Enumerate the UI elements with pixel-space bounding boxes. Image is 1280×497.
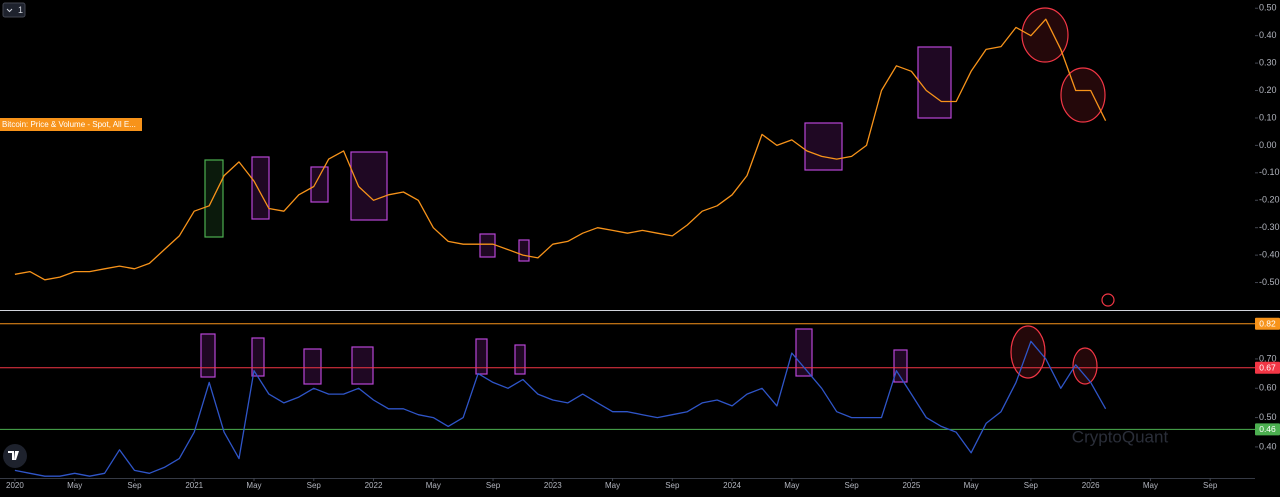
level-badge	[1255, 317, 1280, 330]
annotation-circle	[1060, 67, 1106, 123]
annotation-circle	[1101, 293, 1115, 307]
x-tick-label: May	[605, 481, 620, 490]
annotation-circle	[1021, 7, 1069, 63]
x-tick-label: 2024	[723, 481, 741, 490]
x-tick-label: 2023	[544, 481, 562, 490]
y-tick-label: -0.50	[1259, 277, 1280, 287]
y-tick-label: 0.00	[1259, 140, 1277, 150]
series-line	[14, 18, 1107, 281]
x-tick-label: 2020	[6, 481, 24, 490]
annotation-box	[795, 328, 813, 377]
x-tick-label: Sep	[844, 481, 859, 490]
interval: 1	[18, 5, 23, 15]
y-tick-label: -0.30	[1259, 222, 1280, 232]
annotation-box	[893, 349, 908, 383]
annotations	[200, 7, 1115, 385]
series-line	[14, 340, 1107, 477]
annotation-box	[479, 233, 496, 258]
y-tick-label: 0.50	[1259, 3, 1277, 13]
x-tick-label: May	[246, 481, 261, 490]
x-tick-label: 2025	[902, 481, 920, 490]
x-tick-label: Sep	[1203, 481, 1218, 490]
x-tick-label: May	[784, 481, 799, 490]
y-tick-label: -0.10	[1259, 167, 1280, 177]
x-tick-label: Sep	[486, 481, 501, 490]
annotation-box	[804, 122, 843, 171]
annotation-box	[917, 46, 952, 119]
annotation-box	[514, 344, 526, 375]
toolbar[interactable]: 1	[2, 2, 26, 18]
annotation-box	[251, 156, 270, 220]
x-tick-label: 2026	[1082, 481, 1100, 490]
interval-button[interactable]	[2, 2, 26, 18]
x-tick-label: 2022	[365, 481, 383, 490]
x-tick-label: May	[964, 481, 979, 490]
annotation-box	[350, 151, 388, 221]
chevron	[6, 8, 13, 13]
x-tick-label: May	[67, 481, 82, 490]
watermark: CryptoQuant	[1072, 427, 1169, 446]
annotation-box	[200, 333, 216, 378]
x-tick-label: Sep	[1024, 481, 1039, 490]
level-label: 0.46	[1259, 424, 1276, 434]
annotation-box	[351, 346, 374, 385]
y-tick-label: -0.20	[1259, 195, 1280, 205]
y-tick-label: 0.40	[1259, 441, 1277, 451]
annotation-box	[204, 159, 224, 238]
x-tick-label: 2021	[185, 481, 203, 490]
legend-label: Bitcoin: Price & Volume - Spot, All E...	[2, 120, 136, 129]
annotation-circle	[1010, 325, 1046, 379]
tv-logo[interactable]	[3, 444, 27, 468]
y-tick-label: 0.70	[1259, 353, 1277, 363]
annotation-box	[518, 239, 530, 262]
annotation-box	[475, 338, 488, 375]
y-tick-label: -0.40	[1259, 250, 1280, 260]
level-badge	[1255, 361, 1280, 374]
level-badge	[1255, 423, 1280, 436]
y-tick-label: 0.40	[1259, 30, 1277, 40]
annotation-box	[310, 166, 329, 203]
level-label: 0.82	[1259, 318, 1276, 328]
y-tick-label: 0.60	[1259, 383, 1277, 393]
x-tick-label: May	[1143, 481, 1158, 490]
annotation-box	[303, 348, 322, 385]
legend-badge	[0, 118, 142, 131]
y-tick-label: 0.50	[1259, 412, 1277, 422]
logo-mark	[8, 451, 19, 460]
x-tick-label: May	[426, 481, 441, 490]
level-label: 0.67	[1259, 362, 1276, 372]
y-tick-label: 0.20	[1259, 85, 1277, 95]
y-tick-label: 0.30	[1259, 57, 1277, 67]
annotation-circle	[1072, 347, 1098, 385]
x-tick-label: Sep	[665, 481, 680, 490]
x-tick-label: Sep	[307, 481, 322, 490]
y-tick-label: 0.10	[1259, 112, 1277, 122]
x-tick-label: Sep	[127, 481, 142, 490]
